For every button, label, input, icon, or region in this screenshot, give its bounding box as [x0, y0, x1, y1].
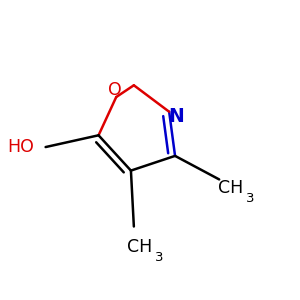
Text: CH: CH [127, 238, 152, 256]
Text: O: O [108, 81, 122, 99]
Text: N: N [169, 107, 184, 126]
Text: CH: CH [218, 179, 244, 197]
Text: 3: 3 [246, 192, 254, 205]
Text: HO: HO [7, 138, 34, 156]
Text: 3: 3 [154, 251, 163, 264]
